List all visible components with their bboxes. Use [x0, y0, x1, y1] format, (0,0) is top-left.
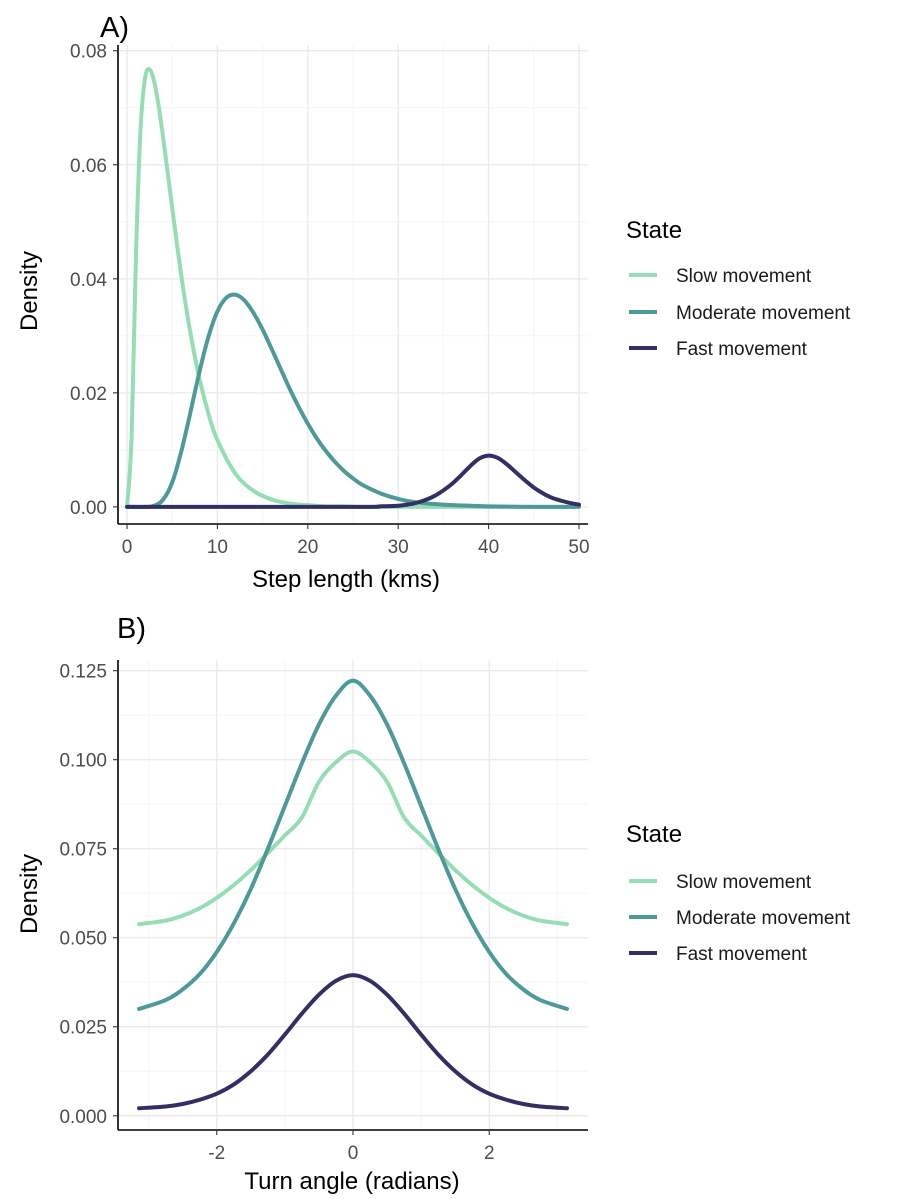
panel-b-y-tick-label: 0.000	[59, 1107, 107, 1128]
panel-a-y-tick-label: 0.04	[70, 270, 107, 291]
panel-a-legend-title: State	[626, 217, 682, 244]
panel-a-series	[125, 67, 581, 509]
panel-b-x-tick-label: 2	[484, 1143, 495, 1164]
panel-a-x-tick-label: 20	[297, 537, 318, 558]
panel-b-y-tick-label: 0.100	[59, 751, 107, 772]
panel-b-y-tick-label: 0.075	[59, 840, 107, 861]
panel-a-x-tick-label: 0	[122, 537, 133, 558]
panel-a-x-axis-title: Step length (kms)	[252, 566, 440, 593]
panel-a-line-fast	[125, 453, 581, 509]
panel-a-x-tick-label: 50	[568, 537, 589, 558]
panel-b-series	[137, 678, 569, 1111]
panel-a-y-tick-label: 0.00	[70, 498, 107, 519]
panel-b-legend: State Slow movement Moderate movement Fa…	[626, 821, 851, 965]
panel-a-x-tick-label: 40	[478, 537, 499, 558]
panel-b-line-fast	[137, 973, 569, 1111]
panel-a-legend-label-slow: Slow movement	[676, 266, 812, 287]
panel-a-x-tick-label: 10	[207, 537, 228, 558]
panel-b-x-tick-label: -2	[208, 1143, 225, 1164]
panel-a-y-axis-title: Density	[16, 251, 43, 331]
panel-b-y-axis-title: Density	[16, 854, 43, 934]
panel-a-legend: State Slow movement Moderate movement Fa…	[626, 217, 851, 360]
panel-b-legend-label-fast: Fast movement	[676, 944, 808, 965]
panel-b-x-tick-label: 0	[348, 1143, 359, 1164]
panel-b: B) -2 0 2 0.000 0.025 0.050 0.075 0.100 0.125 Tu…	[16, 613, 851, 1195]
panel-b-y-tick-label: 0.050	[59, 929, 107, 950]
panel-a-y-tick-label: 0.08	[70, 42, 107, 63]
panel-b-line-slow	[137, 749, 569, 927]
panel-a-line-moderate	[125, 292, 581, 509]
panel-b-legend-label-moderate: Moderate movement	[676, 908, 851, 929]
panel-a-y-tick-label: 0.06	[70, 156, 107, 177]
panel-a-axes: 0 10 20 30 40 50 0.00 0.02 0.04 0.06 0.08	[70, 42, 590, 558]
panel-b-legend-title: State	[626, 821, 682, 848]
panel-b-grid	[118, 660, 588, 1130]
panel-a-grid	[118, 45, 588, 524]
panel-b-y-tick-label: 0.025	[59, 1018, 107, 1039]
panel-a-legend-label-moderate: Moderate movement	[676, 303, 851, 324]
panel-a-tag: A)	[100, 12, 129, 44]
panel-a-y-tick-label: 0.02	[70, 384, 107, 405]
panel-b-x-axis-title: Turn angle (radians)	[244, 1168, 459, 1195]
panel-a-x-tick-label: 30	[388, 537, 409, 558]
panel-b-tag: B)	[117, 613, 146, 645]
panel-a-legend-label-fast: Fast movement	[676, 339, 808, 360]
panel-a: A) 0 10 20 30 40 50 0.00 0.02 0.04 0.06 0.08 Step …	[16, 12, 851, 593]
panel-b-legend-label-slow: Slow movement	[676, 872, 812, 893]
panel-b-line-moderate	[137, 678, 569, 1011]
panel-b-axes: -2 0 2 0.000 0.025 0.050 0.075 0.100 0.125	[59, 660, 588, 1164]
panel-b-y-tick-label: 0.125	[59, 662, 107, 683]
